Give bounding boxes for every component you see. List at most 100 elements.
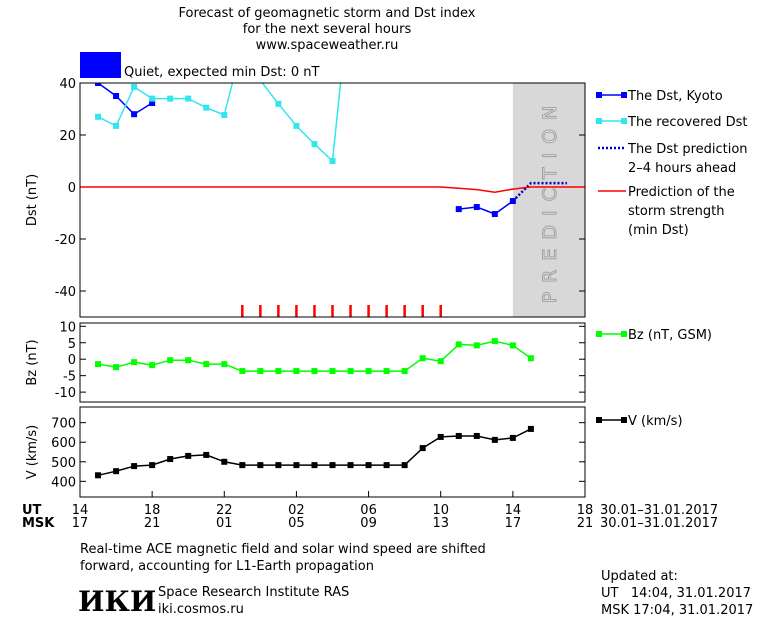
x-axis-label: UT (22, 503, 42, 518)
series-line (97, 83, 514, 215)
data-point (95, 113, 102, 120)
data-point (203, 451, 210, 458)
data-point (113, 93, 120, 99)
x2-tick-label: 17 (72, 516, 89, 531)
legend-marker (621, 417, 627, 423)
data-point (473, 204, 480, 211)
data-point (167, 95, 174, 102)
legend-label: The Dst prediction (627, 142, 748, 157)
data-point (401, 368, 408, 375)
institute: Space Research Institute RAS (158, 585, 349, 600)
data-point (257, 462, 264, 469)
data-point (383, 368, 390, 375)
data-point (95, 361, 102, 368)
updated-ut: UT 14:04, 31.01.2017 (601, 586, 751, 601)
x-tick-label: 14 (505, 503, 522, 518)
y-tick-label: 20 (59, 129, 76, 144)
data-point (275, 462, 282, 469)
data-point (491, 211, 498, 218)
y-axis-label: Bz (nT) (25, 339, 40, 385)
y-tick-label: 5 (68, 337, 76, 352)
data-point (239, 368, 246, 375)
legend-label: storm strength (628, 204, 725, 219)
data-point (455, 206, 462, 213)
legend-marker (596, 92, 602, 98)
legend-label: 2–4 hours ahead (628, 161, 736, 176)
data-point (149, 95, 156, 102)
y-tick-label: 40 (59, 77, 76, 92)
y-tick-label: -5 (63, 370, 76, 385)
legend-label: Prediction of the (628, 185, 735, 200)
data-point (149, 100, 156, 107)
data-point (185, 357, 192, 364)
data-point (491, 338, 498, 345)
plot-area (95, 338, 534, 375)
data-point (473, 342, 480, 349)
data-point (293, 122, 300, 129)
data-point (113, 364, 120, 371)
x-tick-label: 18 (577, 503, 594, 518)
x2-tick-label: 05 (288, 516, 305, 531)
data-point (293, 462, 300, 469)
data-point (329, 158, 336, 164)
data-point (95, 83, 102, 86)
series-line (512, 181, 567, 202)
data-point (113, 122, 120, 129)
x-date: 30.01–31.01.2017 (600, 503, 718, 518)
y-tick-label: 500 (51, 456, 76, 471)
data-point (293, 368, 300, 375)
data-point (311, 462, 318, 469)
footer-note: forward, accounting for L1-Earth propaga… (80, 559, 374, 574)
data-point (113, 468, 120, 475)
data-point (311, 141, 318, 148)
data-point (473, 432, 480, 439)
data-point (185, 452, 192, 459)
y-tick-label: 10 (59, 320, 76, 335)
title-line: www.spaceweather.ru (256, 38, 399, 53)
updated-msk: MSK 17:04, 31.01.2017 (601, 603, 753, 618)
data-point (149, 462, 156, 469)
data-point (365, 368, 372, 375)
legend-label: (min Dst) (628, 223, 689, 238)
data-point (347, 368, 354, 375)
data-point (131, 359, 138, 366)
plot-frame (79, 406, 586, 498)
status-indicator (80, 52, 121, 78)
legend-marker (596, 417, 602, 423)
x2-tick-label: 01 (216, 516, 233, 531)
logo: ИКИ (78, 585, 156, 618)
data-point (149, 362, 156, 369)
legend-marker (596, 118, 602, 124)
data-point (509, 342, 516, 349)
series-line (97, 340, 532, 372)
data-point (275, 100, 282, 107)
y-tick-label: 0 (68, 353, 76, 368)
data-point (203, 361, 210, 368)
y-axis-label: V (km/s) (25, 425, 40, 480)
title-line: for the next several hours (243, 22, 412, 37)
status-text: Quiet, expected min Dst: 0 nT (124, 65, 319, 80)
data-point (311, 368, 318, 375)
data-point (239, 462, 246, 469)
data-point (419, 445, 426, 452)
data-point (95, 472, 102, 479)
legend-marker (621, 118, 627, 124)
data-point (203, 104, 210, 111)
data-point (437, 433, 444, 440)
title-line: Forecast of geomagnetic storm and Dst in… (178, 6, 475, 21)
data-point (509, 434, 516, 441)
x-tick-label: 14 (72, 503, 89, 518)
data-point (329, 462, 336, 469)
y-tick-label: -40 (55, 285, 76, 300)
plot-frame (79, 322, 586, 403)
legend-label: The recovered Dst (627, 115, 747, 130)
data-point (401, 462, 408, 469)
x-tick-label: 06 (360, 503, 377, 518)
y-tick-label: 600 (51, 436, 76, 451)
data-point (221, 458, 228, 465)
y-tick-label: 400 (51, 475, 76, 490)
data-point (185, 95, 192, 102)
data-point (455, 341, 462, 348)
x-tick-label: 10 (432, 503, 449, 518)
y-tick-label: -10 (55, 386, 76, 401)
